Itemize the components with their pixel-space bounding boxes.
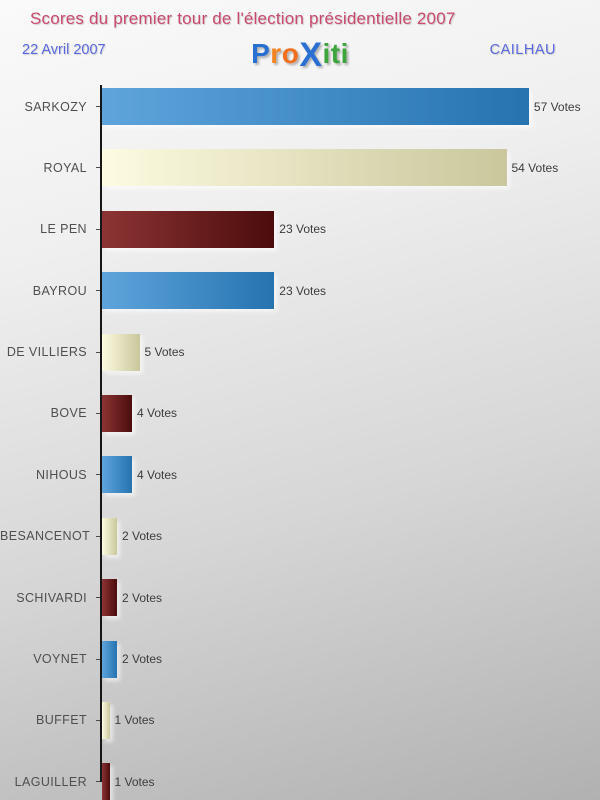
axis-tick bbox=[87, 456, 102, 493]
axis-tick bbox=[87, 211, 102, 248]
bar-row: BUFFET 1 Votes bbox=[0, 701, 600, 760]
candidate-label: BESANCENOT bbox=[0, 529, 91, 544]
election-date: 22 Avril 2007 bbox=[22, 42, 106, 58]
candidate-label: SARKOZY bbox=[24, 99, 87, 114]
axis-tick bbox=[87, 272, 102, 309]
candidate-label: LE PEN bbox=[40, 222, 87, 237]
vote-count-label: 2 Votes bbox=[122, 529, 163, 544]
logo-letter: i bbox=[340, 38, 349, 69]
axis-tick bbox=[87, 334, 102, 371]
bar-row: DE VILLIERS 5 Votes bbox=[0, 333, 600, 392]
vote-bar bbox=[102, 456, 132, 494]
logo-letter: o bbox=[281, 38, 300, 69]
bar-row: ROYAL 54 Votes bbox=[0, 149, 600, 207]
vote-bar bbox=[102, 517, 117, 555]
bar-chart: SARKOZY 57 Votes ROYAL 54 Votes LE PEN 2… bbox=[0, 85, 600, 800]
axis-tick bbox=[87, 579, 102, 616]
bar-row: SARKOZY 57 Votes bbox=[0, 88, 600, 146]
candidate-label: NIHOUS bbox=[35, 467, 87, 482]
candidate-label: BUFFET bbox=[35, 713, 87, 728]
logo-letter: t bbox=[330, 38, 341, 69]
candidate-label: DE VILLIERS bbox=[6, 345, 87, 360]
bar-row: SCHIVARDI 2 Votes bbox=[0, 579, 600, 637]
vote-bar bbox=[102, 394, 132, 432]
bar-row: BOVE 4 Votes bbox=[0, 394, 600, 453]
axis-tick bbox=[87, 88, 102, 125]
y-axis-line bbox=[100, 85, 102, 782]
vote-bar bbox=[102, 272, 275, 310]
logo-letter: X bbox=[299, 36, 323, 74]
vote-count-label: 1 Votes bbox=[114, 774, 155, 789]
axis-tick bbox=[87, 149, 102, 186]
vote-count-label: 4 Votes bbox=[137, 467, 178, 482]
axis-tick bbox=[87, 763, 102, 800]
vote-count-label: 54 Votes bbox=[511, 160, 559, 175]
candidate-label: BAYROU bbox=[32, 283, 87, 298]
vote-bar bbox=[102, 149, 507, 187]
axis-tick bbox=[87, 702, 102, 739]
vote-count-label: 57 Votes bbox=[533, 99, 581, 114]
vote-count-label: 5 Votes bbox=[144, 345, 185, 360]
logo-letter: i bbox=[322, 38, 331, 69]
bar-row: NIHOUS 4 Votes bbox=[0, 456, 600, 514]
proxiti-logo: ProXiti bbox=[0, 38, 600, 72]
axis-tick bbox=[87, 518, 102, 555]
bar-row: BAYROU 23 Votes bbox=[0, 272, 600, 330]
vote-count-label: 2 Votes bbox=[122, 652, 163, 667]
vote-bar bbox=[102, 579, 117, 617]
bar-rows: SARKOZY 57 Votes ROYAL 54 Votes LE PEN 2… bbox=[0, 88, 600, 800]
vote-bar bbox=[102, 640, 117, 678]
candidate-label: ROYAL bbox=[43, 160, 87, 175]
candidate-label: VOYNET bbox=[33, 652, 87, 667]
vote-bar bbox=[102, 333, 140, 371]
bar-row: LAGUILLER 1 Votes bbox=[0, 763, 600, 800]
bar-row: BESANCENOT 2 Votes bbox=[0, 517, 600, 576]
candidate-label: BOVE bbox=[50, 406, 87, 421]
vote-bar bbox=[102, 763, 110, 800]
vote-count-label: 2 Votes bbox=[122, 590, 163, 605]
commune-name: CAILHAU bbox=[489, 42, 556, 58]
axis-tick bbox=[87, 395, 102, 432]
vote-count-label: 23 Votes bbox=[279, 222, 327, 237]
vote-count-label: 23 Votes bbox=[279, 283, 327, 298]
bar-row: VOYNET 2 Votes bbox=[0, 640, 600, 699]
vote-count-label: 4 Votes bbox=[137, 406, 178, 421]
vote-bar bbox=[102, 210, 275, 248]
vote-count-label: 1 Votes bbox=[114, 713, 155, 728]
bar-row: LE PEN 23 Votes bbox=[0, 210, 600, 269]
vote-bar bbox=[102, 88, 529, 125]
vote-bar bbox=[102, 701, 110, 739]
candidate-label: LAGUILLER bbox=[14, 774, 87, 789]
logo-letter: r bbox=[270, 38, 282, 69]
page-title: Scores du premier tour de l'élection pré… bbox=[30, 9, 456, 28]
logo-letter: P bbox=[251, 38, 271, 69]
candidate-label: SCHIVARDI bbox=[16, 590, 87, 605]
axis-tick bbox=[87, 641, 102, 678]
